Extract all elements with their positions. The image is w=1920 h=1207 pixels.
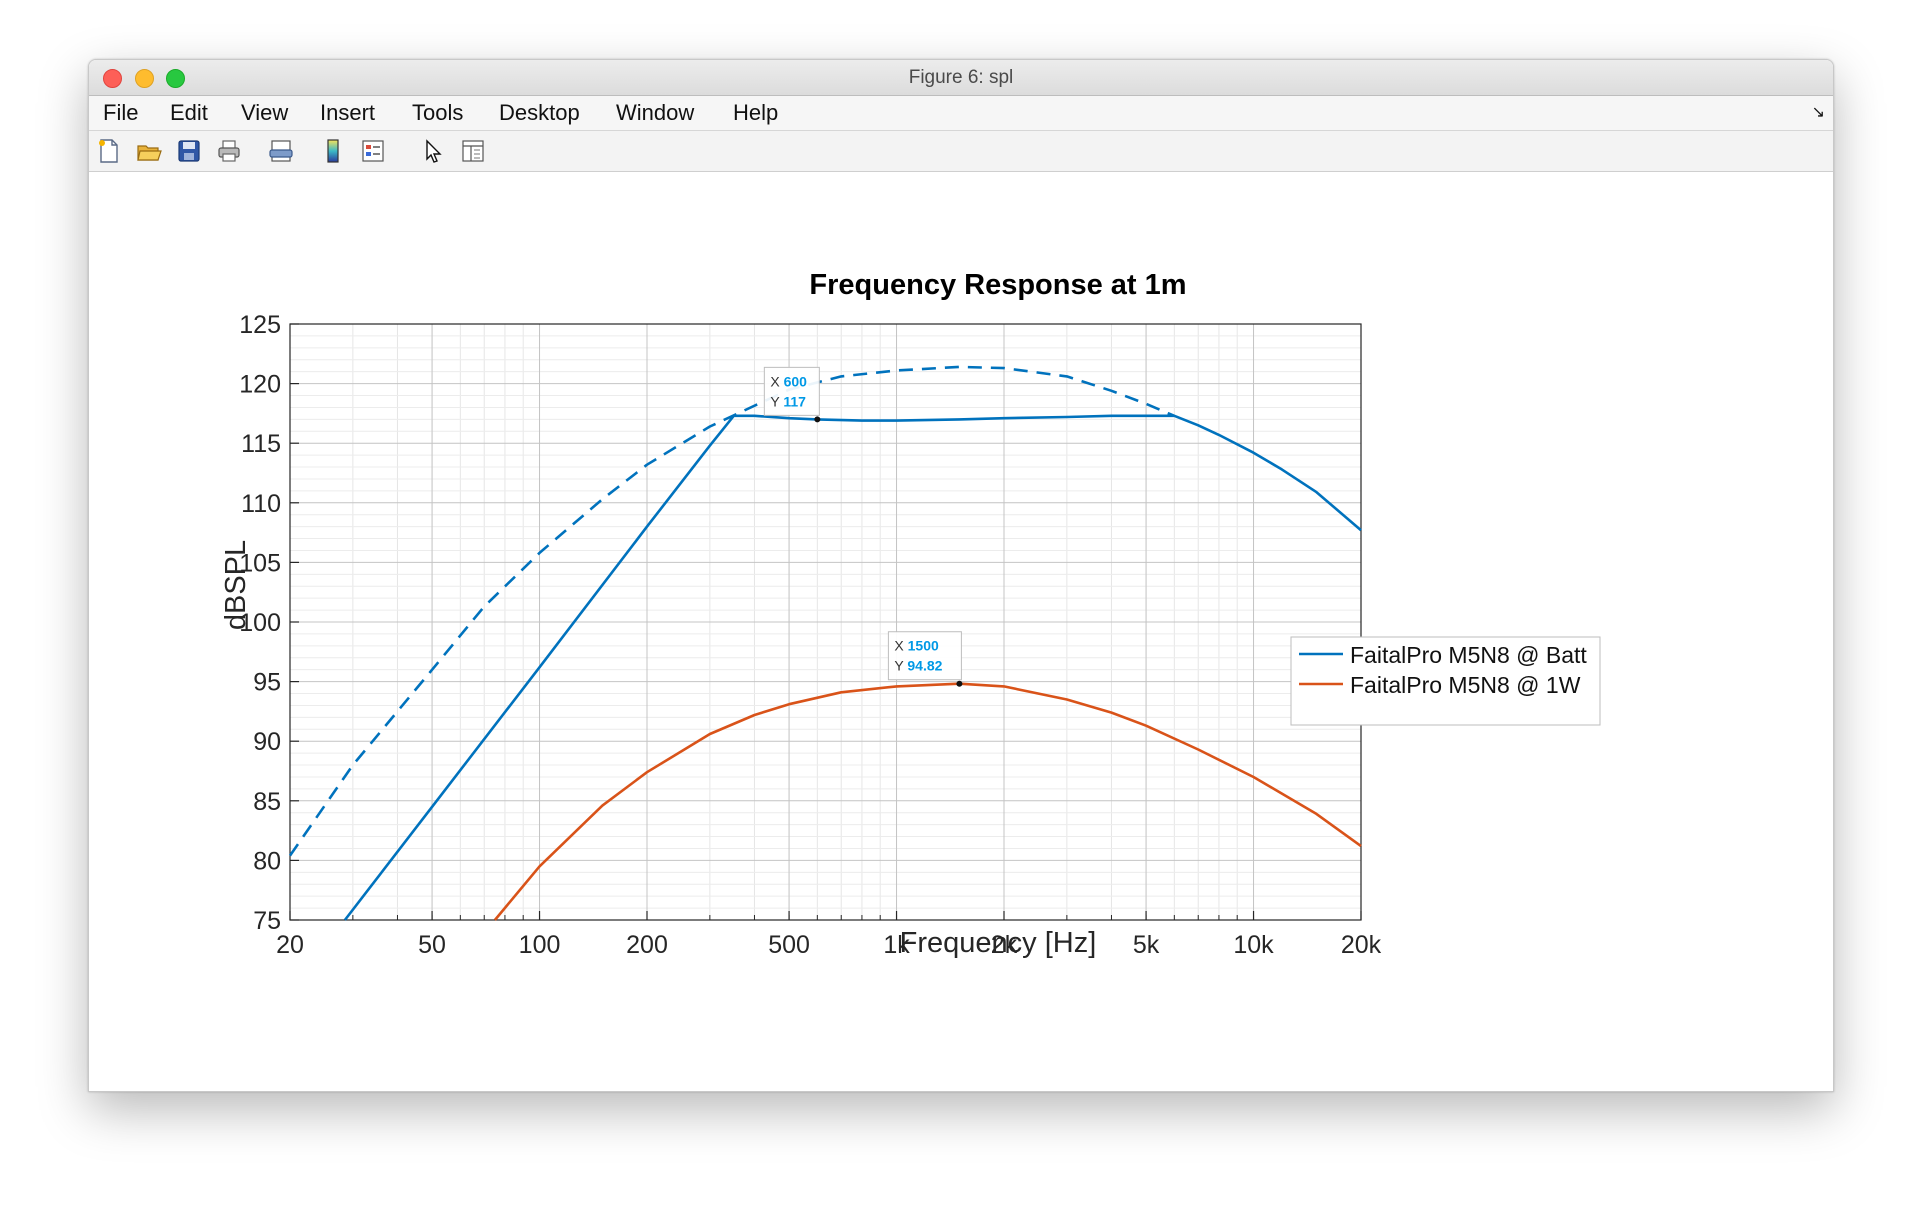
datatip-box [887,631,962,681]
close-window-icon[interactable] [103,69,122,88]
menu-edit[interactable]: Edit [170,100,208,125]
datatip-y-value: 117 [783,393,806,409]
y-tick-label: 75 [253,907,281,935]
legend-icon[interactable] [360,138,386,164]
menu-tools[interactable]: Tools [412,100,464,125]
y-tick-labels: 75 80 85 90 95 100 105 110 115 120 125 [239,311,281,935]
y-tick-label: 95 [253,669,281,697]
save-icon[interactable] [176,138,202,164]
new-figure-icon[interactable] [96,138,122,164]
datatip-y-label: Y 117 [770,393,806,409]
x-tick-label: 500 [768,931,810,959]
x-tick-labels: 20 50 100 200 500 1k 2k 5k 10k 20k [276,931,1382,959]
datatips: X 600 Y 117 X 1500 Y 94.82 [763,366,963,687]
major-grid [289,323,1362,921]
datatip-y-label: Y 94.82 [894,658,942,674]
figure-window: Figure 6: spl File Edit View Insert Tool… [88,59,1834,1092]
x-axis-label: Frequency [Hz] [900,927,1097,959]
x-tick-label: 50 [418,931,446,959]
x-tick-label: 5k [1133,931,1160,959]
x-tick-label: 200 [626,931,668,959]
plot-area: 20 50 100 200 500 1k 2k 5k 10k 20k 75 80 85 90 95 100 1… [89,172,1833,1091]
datatip-x-label: X 600 [770,373,807,389]
select-arrow-icon[interactable] [420,138,446,164]
x-tick-label: 1k [883,931,910,959]
legend-entry-0: FaitalPro M5N8 @ Batt [1350,642,1587,668]
series-line-1[interactable] [288,365,1175,857]
y-tick-label: 85 [253,788,281,816]
toolbar [89,131,1833,172]
datatip-0[interactable]: X 600 Y 117 [763,366,821,423]
menu-window[interactable]: Window [616,100,695,125]
x-tick-label: 2k [991,931,1018,959]
y-tick-label: 105 [239,549,281,577]
frequency-response-chart[interactable]: 20 50 100 200 500 1k 2k 5k 10k 20k 75 80 85 90 95 100 1… [89,172,1833,1091]
menu-view[interactable]: View [241,100,289,125]
maximize-window-icon[interactable] [166,69,185,88]
legend-entry-2: FaitalPro M5N8 @ 1W [1350,672,1581,698]
legend[interactable]: FaitalPro M5N8 @ Batt FaitalPro M5N8 @ 1W [1290,636,1601,726]
window-title: Figure 6: spl [908,67,1014,88]
datatip-1[interactable]: X 1500 Y 94.82 [887,631,963,687]
colorbar-icon[interactable] [320,138,346,164]
datatip-x-value: 600 [784,373,808,389]
x-tick-label: 20k [1341,931,1382,959]
series-line-2[interactable] [493,682,1362,921]
chart-title: Frequency Response at 1m [809,269,1186,301]
property-editor-icon[interactable] [460,138,486,164]
datatip-marker [956,680,963,687]
y-tick-label: 100 [239,609,281,637]
x-tick-label: 100 [519,931,561,959]
y-tick-label: 90 [253,728,281,756]
tick-marks [289,323,1362,921]
minimize-window-icon[interactable] [135,69,154,88]
open-file-icon[interactable] [136,138,162,164]
y-axis-label: dBSPL [220,540,252,630]
y-tick-label: 80 [253,847,281,875]
y-tick-label: 115 [241,430,281,458]
dock-arrow-icon[interactable]: ↘ [1811,104,1825,121]
legend-box [1290,636,1601,726]
x-tick-label: 20 [276,931,304,959]
y-tick-label: 125 [239,311,281,339]
datatip-marker [814,416,821,423]
datatip-box [763,366,820,416]
print-preview-icon[interactable] [268,138,294,164]
title-bar: Figure 6: spl [89,60,1833,96]
series-line-0[interactable] [343,414,1362,921]
print-icon[interactable] [216,138,242,164]
y-tick-label: 110 [241,490,281,518]
y-tick-label: 120 [239,371,281,399]
menu-help[interactable]: Help [733,100,779,125]
datatip-x-label: X 1500 [894,638,939,654]
menu-desktop[interactable]: Desktop [499,100,580,125]
menu-bar: File Edit View Insert Tools Desktop Wind… [89,96,1833,131]
x-tick-label: 10k [1233,931,1274,959]
menu-insert[interactable]: Insert [320,100,376,125]
datatip-x-value: 1500 [908,638,939,654]
datatip-y-value: 94.82 [907,658,942,674]
menu-file[interactable]: File [103,100,139,125]
